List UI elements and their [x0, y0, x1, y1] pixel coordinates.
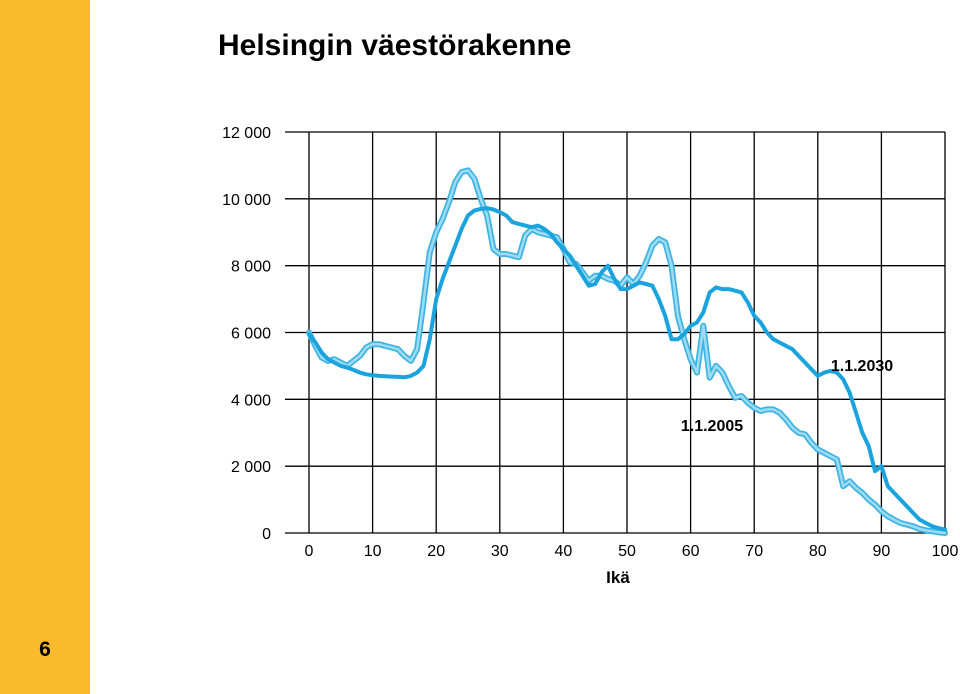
series-line-1-1-2005 [307, 169, 947, 535]
x-tick-label: 40 [555, 543, 573, 560]
y-tick-label: 4 000 [231, 392, 271, 409]
side-band [0, 0, 90, 694]
x-tick-label: 60 [682, 543, 700, 560]
y-tick-label: 8 000 [231, 259, 271, 276]
y-tick-label: 10 000 [222, 192, 271, 209]
y-tick-label: 6 000 [231, 326, 271, 343]
x-tick-label: 90 [873, 543, 891, 560]
page-number: 6 [39, 638, 51, 661]
series-line-1-1-2030 [307, 206, 947, 532]
y-tick-label: 12 000 [222, 125, 271, 142]
x-tick-label: 20 [427, 543, 445, 560]
series-label-2030: 1.1.2030 [831, 358, 893, 375]
x-tick-label: 70 [745, 543, 763, 560]
y-tick-label: 2 000 [231, 459, 271, 476]
x-tick-label: 0 [305, 543, 314, 560]
series-lines [306, 167, 948, 536]
x-axis-ticks: 0 10 20 30 40 50 60 70 80 90 100 [305, 543, 959, 560]
x-tick-label: 10 [364, 543, 382, 560]
y-axis-ticks: 0 2 000 4 000 6 000 8 000 10 000 12 000 [222, 125, 271, 543]
x-tick-label: 80 [809, 543, 827, 560]
x-tick-label: 100 [932, 543, 959, 560]
x-tick-label: 30 [491, 543, 509, 560]
x-tick-label: 50 [618, 543, 636, 560]
y-tick-label: 0 [262, 526, 271, 543]
chart-title: Helsingin väestörakenne [218, 29, 572, 62]
grid [285, 131, 946, 534]
series-label-2005: 1.1.2005 [681, 418, 743, 435]
x-axis-label: Ikä [606, 568, 630, 587]
